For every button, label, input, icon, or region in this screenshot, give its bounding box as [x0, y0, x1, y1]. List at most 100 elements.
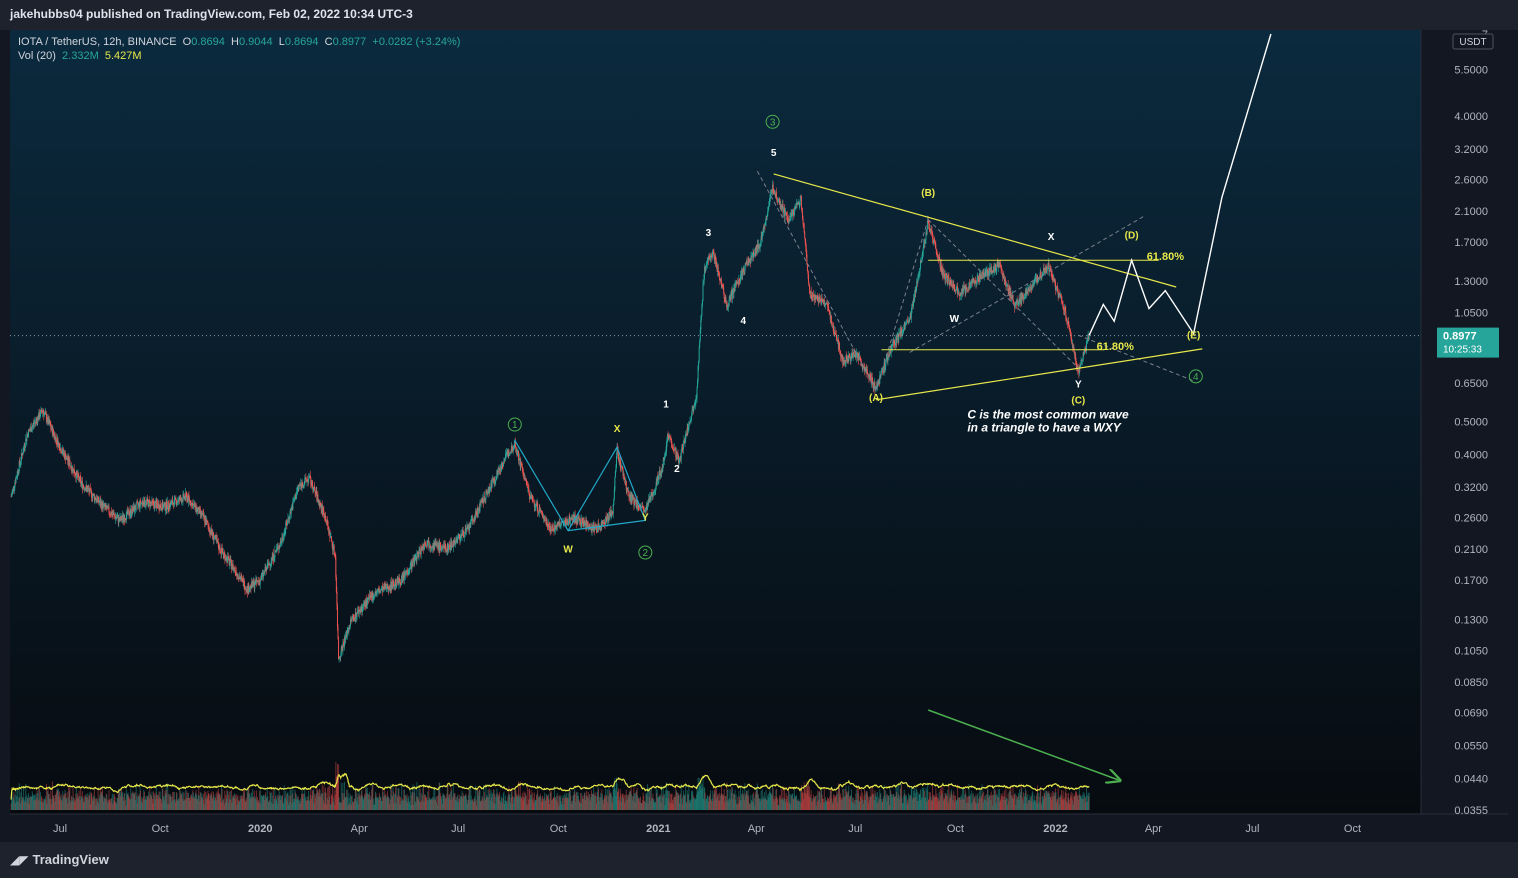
candle-body — [654, 490, 656, 492]
volume-bar — [818, 791, 820, 810]
volume-bar — [197, 795, 199, 810]
volume-bar — [273, 798, 275, 810]
volume-bar — [1053, 792, 1055, 810]
candle-body — [497, 471, 499, 476]
volume-bar — [1032, 791, 1034, 810]
volume-bar — [877, 801, 879, 810]
volume-bar — [618, 788, 620, 810]
candle-body — [638, 507, 640, 508]
volume-bar — [641, 803, 643, 810]
volume-bar — [605, 788, 607, 810]
candle-body — [135, 502, 137, 510]
candle-body — [183, 493, 185, 495]
candle-body — [606, 517, 608, 523]
candle-body — [104, 504, 106, 506]
volume-bar — [474, 801, 476, 810]
volume-bar — [433, 789, 435, 810]
volume-bar — [1079, 796, 1081, 810]
candle-body — [303, 483, 305, 485]
candle-body — [25, 438, 27, 441]
candle-body — [707, 258, 709, 260]
volume-bar — [564, 795, 566, 810]
candle-body — [546, 524, 548, 526]
volume-bar — [401, 798, 403, 810]
volume-bar — [377, 796, 379, 810]
candle-body — [310, 477, 312, 485]
volume-bar — [248, 793, 250, 810]
volume-bar — [17, 801, 19, 810]
candle-body — [147, 498, 149, 501]
candle-body — [206, 519, 208, 522]
volume-bar — [188, 798, 190, 810]
volume-bar — [549, 803, 551, 810]
volume-bar — [945, 795, 947, 810]
volume-bar — [610, 792, 612, 810]
candle-body — [711, 256, 713, 258]
candle-body — [384, 584, 386, 589]
candle-body — [171, 500, 173, 502]
candle-body — [451, 543, 453, 548]
candle-body — [468, 525, 470, 529]
volume-bar — [887, 795, 889, 810]
volume-bar — [402, 800, 404, 810]
candle-body — [581, 518, 583, 522]
candle-body — [483, 496, 485, 501]
candle-body — [271, 557, 273, 563]
candle-body — [722, 284, 724, 287]
chart-area[interactable]: 1 2 3 4 5 3 4 1 2 W X Y X W Y (B) (A) (C) (D) (E) 61.80% 61.8… — [10, 29, 1508, 842]
volume-bar — [1038, 802, 1040, 810]
candle-body — [719, 278, 721, 281]
candle-body — [63, 452, 65, 454]
volume-bar — [353, 798, 355, 810]
volume-bar — [571, 804, 573, 810]
volume-bar — [289, 789, 291, 810]
volume-bar — [444, 795, 446, 810]
candle-body — [549, 526, 551, 528]
volume-bar — [31, 796, 33, 810]
volume-bar — [654, 802, 656, 810]
candle-body — [416, 552, 418, 561]
candle-body — [129, 513, 131, 516]
volume-bar — [847, 790, 849, 810]
volume-bar — [837, 802, 839, 810]
volume-bar — [896, 783, 898, 810]
volume-bar — [14, 803, 16, 810]
candle-body — [441, 547, 443, 549]
candle-body — [535, 503, 537, 507]
volume-bar — [471, 799, 473, 810]
candle-body — [615, 467, 617, 472]
candle-body — [86, 487, 88, 492]
volume-bar — [714, 791, 716, 810]
candle-body — [757, 244, 759, 249]
volume-bar — [914, 788, 916, 810]
volume-bar — [271, 803, 273, 810]
candle-body — [316, 491, 318, 501]
candle-body — [759, 247, 761, 249]
volume-bar — [823, 802, 825, 810]
candle-body — [585, 519, 587, 526]
volume-bar — [73, 797, 75, 810]
volume-bar — [142, 796, 144, 810]
volume-bar — [536, 793, 538, 810]
volume-bar — [1081, 797, 1083, 810]
volume-bar — [181, 798, 183, 810]
volume-bar — [456, 800, 458, 810]
volume-bar — [344, 797, 346, 810]
volume-bar — [301, 788, 303, 810]
volume-bar — [712, 790, 714, 810]
volume-bar — [241, 795, 243, 810]
volume-bar — [285, 794, 287, 810]
candle-body — [494, 481, 496, 483]
volume-bar — [420, 792, 422, 810]
volume-bar — [669, 801, 671, 810]
volume-bar — [117, 793, 119, 810]
volume-bar — [218, 794, 220, 810]
volume-bar — [329, 805, 331, 810]
volume-bar — [179, 790, 181, 810]
candle-body — [793, 212, 795, 216]
volume-bar — [105, 798, 107, 810]
candle-body — [630, 493, 632, 501]
volume-bar — [100, 791, 102, 810]
candle-body — [638, 506, 640, 508]
